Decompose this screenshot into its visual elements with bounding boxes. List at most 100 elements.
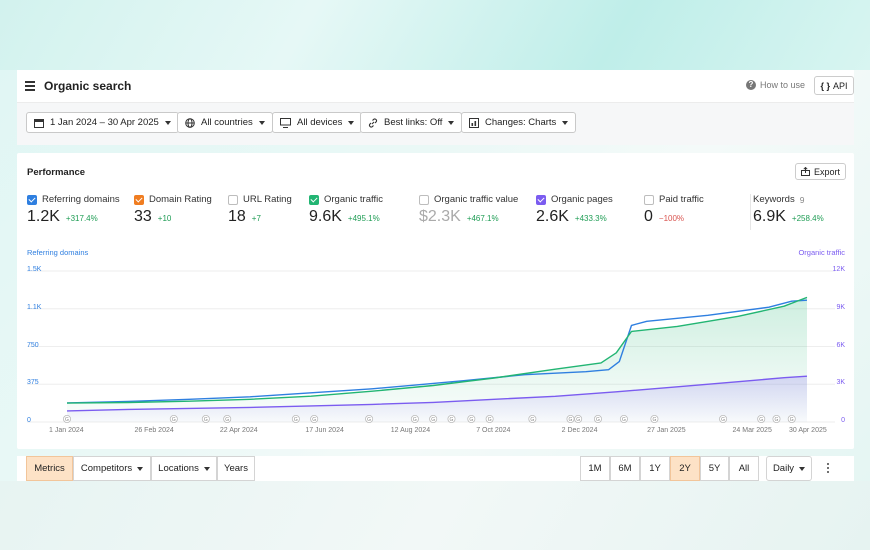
export-button[interactable]: Export bbox=[795, 163, 846, 180]
annotation-marker bbox=[223, 414, 232, 423]
filter-bar: 1 Jan 2024 – 30 Apr 2025 All countries A… bbox=[17, 103, 854, 145]
metric-value: 1.2K bbox=[27, 208, 60, 225]
metric-label: Organic traffic value bbox=[434, 194, 519, 205]
x-tick-label: 12 Aug 2024 bbox=[390, 427, 431, 434]
checkbox[interactable] bbox=[134, 194, 144, 205]
left-tick-label: 375 bbox=[27, 379, 39, 387]
metric-label: Referring domains bbox=[42, 194, 120, 205]
how-to-use-label: How to use bbox=[760, 80, 806, 90]
checkbox[interactable] bbox=[644, 194, 654, 205]
more-options-icon[interactable] bbox=[827, 463, 830, 475]
metric-change: +258.4% bbox=[791, 214, 824, 223]
checkbox[interactable] bbox=[27, 194, 37, 205]
range-label: 1M bbox=[588, 463, 602, 474]
range-label: 6M bbox=[618, 463, 632, 474]
checkbox[interactable] bbox=[228, 194, 238, 205]
checkbox[interactable] bbox=[309, 194, 319, 205]
metric-organic-traffic[interactable]: Organic traffic 9.6K +495.1% bbox=[309, 194, 383, 226]
interval-select[interactable]: Daily bbox=[766, 456, 812, 481]
range-1m[interactable]: 1M bbox=[580, 456, 610, 481]
metric-change: +7 bbox=[251, 214, 261, 223]
left-tick-label: 1.1K bbox=[27, 303, 42, 311]
globe-icon bbox=[185, 117, 195, 128]
checkbox[interactable] bbox=[536, 194, 546, 205]
checkbox[interactable] bbox=[419, 194, 429, 205]
api-button[interactable]: { } API bbox=[814, 76, 854, 95]
tab-years[interactable]: Years bbox=[217, 456, 255, 481]
metric-label: Paid traffic bbox=[659, 194, 704, 205]
range-all[interactable]: All bbox=[729, 456, 759, 481]
x-tick-label: 1 Jan 2024 bbox=[49, 427, 84, 434]
right-tick-label: 3K bbox=[836, 379, 845, 387]
metric-paid-traffic[interactable]: Paid traffic 0 −100% bbox=[644, 194, 704, 226]
best-links-filter[interactable]: Best links: Off bbox=[360, 112, 463, 133]
range-1y[interactable]: 1Y bbox=[640, 456, 670, 481]
best-links-label: Best links: Off bbox=[384, 117, 443, 128]
metric-label: Keywords bbox=[753, 194, 795, 205]
x-tick-label: 2 Dec 2024 bbox=[561, 427, 598, 434]
metric-referring-domains[interactable]: Referring domains 1.2K +317.4% bbox=[27, 194, 120, 226]
right-tick-label: 12K bbox=[832, 266, 845, 273]
series-line bbox=[66, 299, 808, 404]
annotation-marker-label: G bbox=[622, 417, 626, 423]
annotation-marker bbox=[574, 414, 583, 423]
metric-value: 33 bbox=[134, 208, 152, 225]
left-tick-label: 1.5K bbox=[27, 266, 42, 273]
left-tick-label: 0 bbox=[27, 417, 31, 424]
countries-filter[interactable]: All countries bbox=[177, 112, 273, 133]
date-range-filter[interactable]: 1 Jan 2024 – 30 Apr 2025 bbox=[26, 112, 179, 133]
metric-organic-pages[interactable]: Organic pages 2.6K +433.3% bbox=[536, 194, 613, 226]
metric-label: URL Rating bbox=[243, 194, 292, 205]
changes-filter[interactable]: Changes: Charts bbox=[461, 112, 577, 133]
range-5y[interactable]: 5Y bbox=[700, 456, 729, 481]
code-icon: { } bbox=[820, 80, 830, 91]
chevron-down-icon bbox=[799, 466, 806, 471]
annotation-marker bbox=[787, 414, 796, 423]
metric-value: 9.6K bbox=[309, 208, 342, 225]
annotation-marker-label: G bbox=[367, 417, 371, 423]
metric-organic-traffic-value[interactable]: Organic traffic value $2.3K +467.1% bbox=[419, 194, 518, 226]
left-tick-label: 750 bbox=[27, 341, 39, 349]
metric-keywords[interactable]: Keywords 9 6.9K +258.4% bbox=[753, 194, 824, 226]
range-label: 5Y bbox=[708, 463, 721, 474]
x-tick-label: 7 Oct 2024 bbox=[476, 427, 511, 434]
background-top bbox=[0, 0, 870, 70]
annotation-marker-label: G bbox=[790, 417, 794, 423]
page-title: Organic search bbox=[44, 79, 132, 93]
tab-metrics[interactable]: Metrics bbox=[26, 456, 73, 481]
metric-label: Organic pages bbox=[551, 194, 613, 205]
annotation-marker bbox=[757, 414, 766, 423]
devices-filter[interactable]: All devices bbox=[272, 112, 363, 133]
range-label: 2Y bbox=[679, 463, 691, 474]
api-label: API bbox=[833, 80, 848, 91]
right-tick-label: 6K bbox=[836, 341, 845, 349]
tab-locations[interactable]: Locations bbox=[151, 456, 217, 481]
annotation-marker bbox=[528, 414, 537, 423]
metric-change: +495.1% bbox=[347, 214, 380, 223]
annotation-marker bbox=[63, 414, 72, 423]
metric-url-rating[interactable]: URL Rating 18 +7 bbox=[228, 194, 292, 226]
interval-label: Daily bbox=[772, 463, 795, 474]
keywords-badge: 9 bbox=[799, 194, 805, 205]
annotation-marker-label: G bbox=[172, 417, 176, 423]
metric-domain-rating[interactable]: Domain Rating 33 +10 bbox=[134, 194, 212, 226]
x-tick-label: 24 Mar 2025 bbox=[732, 427, 772, 434]
menu-icon[interactable] bbox=[25, 81, 35, 91]
chevron-down-icon bbox=[137, 466, 144, 471]
annotation-marker bbox=[566, 414, 575, 423]
metric-value: 18 bbox=[228, 208, 246, 225]
annotation-marker-label: G bbox=[413, 417, 417, 423]
annotation-marker-label: G bbox=[530, 417, 534, 423]
annotation-marker bbox=[410, 414, 419, 423]
tab-competitors[interactable]: Competitors bbox=[73, 456, 151, 481]
metric-value: 0 bbox=[644, 208, 653, 225]
annotation-marker-label: G bbox=[488, 417, 492, 423]
metric-change: −100% bbox=[658, 214, 685, 223]
export-label: Export bbox=[813, 166, 840, 177]
range-2y[interactable]: 2Y bbox=[670, 456, 700, 481]
how-to-use-link[interactable]: ? How to use bbox=[746, 80, 805, 90]
annotation-marker-label: G bbox=[225, 417, 229, 423]
range-6m[interactable]: 6M bbox=[610, 456, 640, 481]
countries-label: All countries bbox=[201, 117, 253, 128]
